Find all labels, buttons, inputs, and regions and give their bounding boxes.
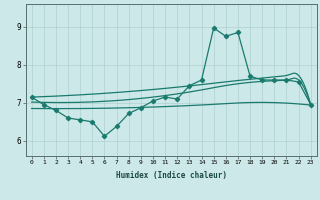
X-axis label: Humidex (Indice chaleur): Humidex (Indice chaleur) [116, 171, 227, 180]
